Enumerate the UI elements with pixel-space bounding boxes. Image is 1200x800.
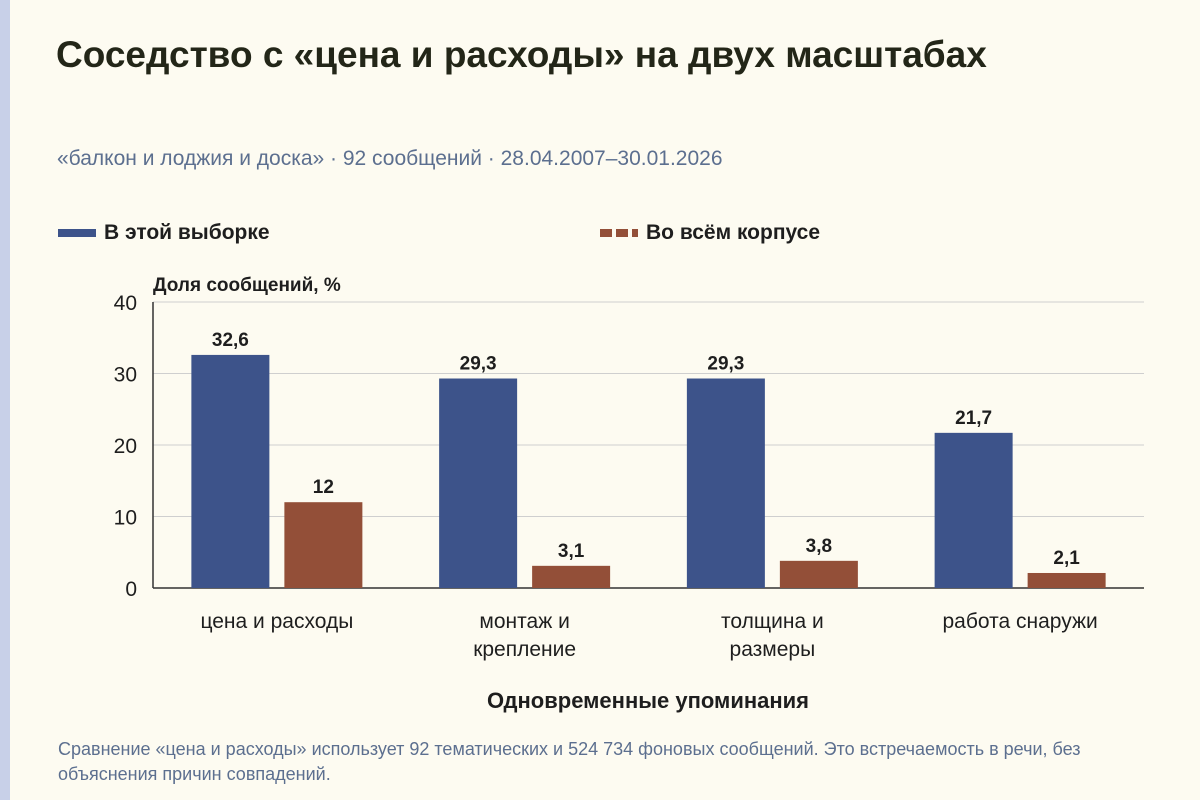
bar-corpus xyxy=(532,565,611,588)
y-tick-label: 30 xyxy=(114,364,137,387)
bar-sample xyxy=(191,354,270,588)
bar-sample xyxy=(686,378,765,588)
legend-swatch-corpus xyxy=(600,229,638,237)
legend-swatch-sample xyxy=(58,229,96,237)
bar-value-label: 3,1 xyxy=(558,541,585,562)
legend-label-corpus: Во всём корпусе xyxy=(646,221,821,244)
bar-value-label: 32,6 xyxy=(212,330,249,351)
bar-corpus xyxy=(779,560,858,588)
bar-value-label: 12 xyxy=(313,477,334,498)
bar-corpus xyxy=(284,502,363,588)
footnote: Сравнение «цена и расходы» использует 92… xyxy=(58,739,1081,784)
legend-item-sample: В этой выборке xyxy=(58,218,270,248)
x-tick-label: работа снаружи xyxy=(943,610,1098,633)
x-tick-label: толщина и xyxy=(721,610,824,633)
bar-sample xyxy=(439,378,518,588)
y-axis-label: Доля сообщений, % xyxy=(153,275,341,296)
bar-corpus xyxy=(1027,572,1106,588)
left-accent-bar xyxy=(0,0,10,800)
x-axis-label: Одновременные упоминания xyxy=(487,688,809,713)
bar-value-label: 21,7 xyxy=(955,408,992,429)
x-tick-label: цена и расходы xyxy=(200,610,353,633)
y-tick-label: 40 xyxy=(114,292,137,315)
y-tick-label: 10 xyxy=(114,507,137,530)
y-tick-label: 20 xyxy=(114,435,137,458)
x-tick-label: крепление xyxy=(473,638,576,661)
bar-sample xyxy=(934,432,1013,588)
bar-value-label: 29,3 xyxy=(460,354,497,375)
legend-label-sample: В этой выборке xyxy=(104,221,270,244)
bar-value-label: 3,8 xyxy=(806,536,832,557)
chart-title: Соседство с «цена и расходы» на двух мас… xyxy=(56,34,987,75)
x-tick-label: монтаж и xyxy=(479,610,569,633)
chart-subtitle: «балкон и лоджия и доска» · 92 сообщений… xyxy=(57,147,723,170)
y-tick-label: 0 xyxy=(125,578,137,601)
x-tick-label: размеры xyxy=(730,638,816,661)
bar-value-label: 29,3 xyxy=(707,354,744,375)
bar-value-label: 2,1 xyxy=(1053,548,1080,569)
legend-item-corpus: Во всём корпусе xyxy=(600,218,820,248)
